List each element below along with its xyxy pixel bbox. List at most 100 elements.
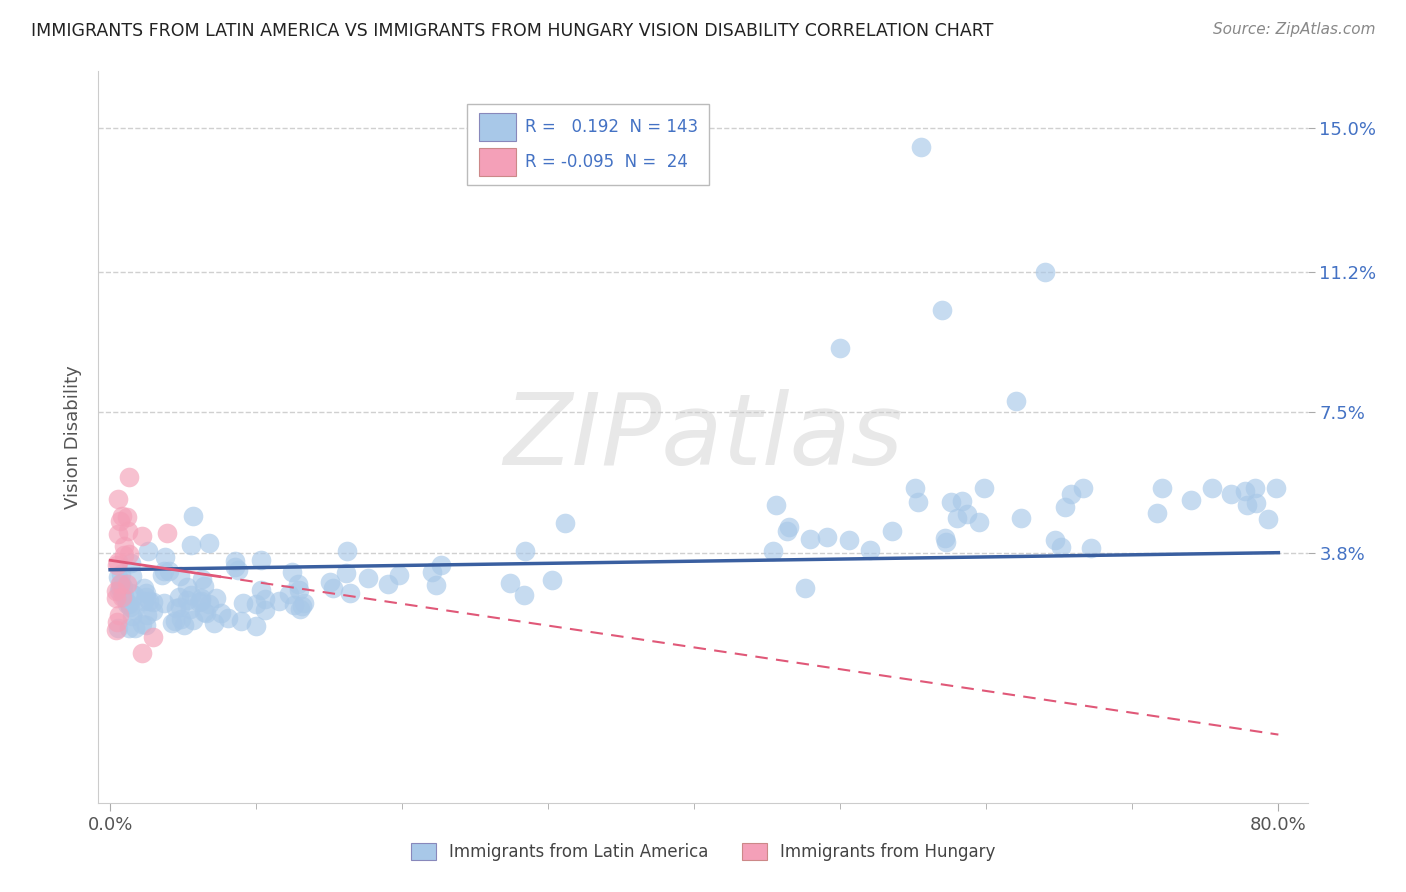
Point xyxy=(111,509,134,524)
Point xyxy=(513,588,536,602)
Point xyxy=(153,596,176,610)
Point xyxy=(135,591,157,605)
Point xyxy=(1033,265,1056,279)
Point xyxy=(188,595,211,609)
Point xyxy=(910,140,932,154)
Point xyxy=(112,548,135,562)
Point xyxy=(135,607,157,622)
Point xyxy=(253,603,276,617)
Point xyxy=(163,614,186,628)
Point xyxy=(357,571,380,585)
Point xyxy=(336,543,359,558)
Point xyxy=(111,580,134,594)
Point xyxy=(176,580,198,594)
Point xyxy=(540,574,562,588)
Point xyxy=(131,617,153,632)
Point xyxy=(132,582,155,596)
Point xyxy=(170,612,193,626)
Point xyxy=(229,614,252,628)
Point xyxy=(118,547,141,561)
Point xyxy=(291,599,314,613)
Point xyxy=(118,597,141,611)
Point xyxy=(181,508,204,523)
Point xyxy=(1150,481,1173,495)
Point xyxy=(253,592,276,607)
Point xyxy=(250,582,273,597)
Point xyxy=(1080,541,1102,556)
Point xyxy=(107,491,129,506)
Point xyxy=(135,618,157,632)
Text: Source: ZipAtlas.com: Source: ZipAtlas.com xyxy=(1212,22,1375,37)
Point xyxy=(499,575,522,590)
Point xyxy=(160,616,183,631)
Point xyxy=(217,610,239,624)
Point xyxy=(108,514,131,528)
Point xyxy=(190,594,212,608)
Point xyxy=(110,591,132,605)
Point xyxy=(1244,481,1267,495)
Point xyxy=(118,470,141,484)
Point xyxy=(180,588,202,602)
Point xyxy=(934,532,956,546)
Point xyxy=(135,586,157,600)
Legend: Immigrants from Latin America, Immigrants from Hungary: Immigrants from Latin America, Immigrant… xyxy=(404,836,1002,868)
Point xyxy=(115,510,138,524)
Point xyxy=(228,562,250,576)
Point xyxy=(292,595,315,609)
Point xyxy=(108,607,131,622)
Point xyxy=(1060,487,1083,501)
Point xyxy=(1004,394,1026,409)
Point xyxy=(880,524,903,539)
Point xyxy=(288,602,311,616)
Point xyxy=(108,576,131,591)
Point xyxy=(122,588,145,602)
Point xyxy=(765,498,787,512)
Point xyxy=(232,596,254,610)
Point xyxy=(288,583,311,598)
Point xyxy=(319,575,342,590)
Point xyxy=(176,593,198,607)
Point xyxy=(793,581,815,595)
Point xyxy=(105,624,128,638)
Point xyxy=(778,520,800,534)
Point xyxy=(204,591,226,606)
Point xyxy=(1180,492,1202,507)
Point xyxy=(107,570,129,584)
Point xyxy=(224,560,246,574)
Point xyxy=(112,590,135,604)
Point xyxy=(283,598,305,612)
Point xyxy=(245,598,267,612)
Point xyxy=(105,591,128,605)
Point xyxy=(1233,484,1256,499)
Point xyxy=(377,577,399,591)
Point xyxy=(118,622,141,636)
Point xyxy=(554,516,576,530)
Point xyxy=(193,579,215,593)
Point xyxy=(1244,496,1267,510)
Point xyxy=(249,553,271,567)
Point xyxy=(120,586,142,600)
Point xyxy=(513,544,536,558)
Point xyxy=(967,515,990,529)
Point xyxy=(153,549,176,564)
Point xyxy=(776,524,799,539)
Text: R = -0.095  N =  24: R = -0.095 N = 24 xyxy=(526,153,688,171)
Point xyxy=(1053,500,1076,515)
Point xyxy=(224,553,246,567)
Point xyxy=(153,564,176,578)
Point xyxy=(180,538,202,552)
Point xyxy=(935,534,957,549)
Point xyxy=(904,481,927,495)
Point xyxy=(1146,507,1168,521)
Point xyxy=(138,593,160,607)
Point xyxy=(131,528,153,542)
Point xyxy=(1264,481,1286,495)
Point xyxy=(322,581,344,595)
Point xyxy=(142,603,165,617)
Point xyxy=(183,613,205,627)
FancyBboxPatch shape xyxy=(479,148,516,176)
Point xyxy=(134,594,156,608)
Point xyxy=(120,556,142,570)
Point xyxy=(815,530,838,544)
Point xyxy=(179,602,201,616)
